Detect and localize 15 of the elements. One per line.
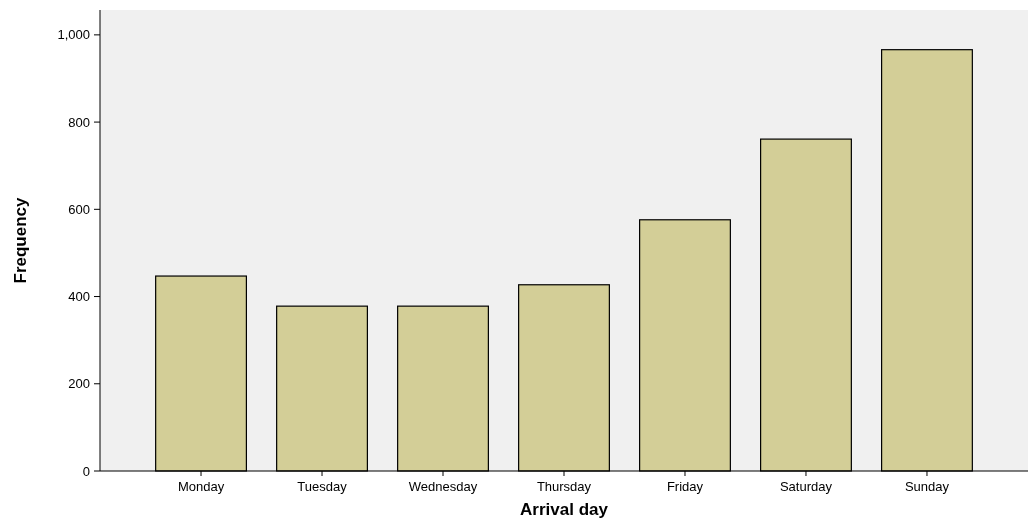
y-tick-label: 600 — [68, 201, 90, 217]
y-tick-label: 1,000 — [57, 27, 90, 43]
y-tick-label: 200 — [68, 376, 90, 392]
x-tick-label: Monday — [177, 479, 225, 494]
y-axis-title: Frequency — [11, 196, 30, 284]
y-tick-label: 0 — [82, 463, 90, 479]
x-tick-label: Thursday — [536, 479, 592, 494]
x-axis-title: Arrival day — [520, 500, 609, 519]
x-tick-label: Saturday — [779, 479, 833, 494]
y-tick-label: 400 — [68, 289, 90, 305]
x-tick-label: Tuesday — [297, 479, 348, 494]
x-tick-label: Friday — [666, 479, 704, 494]
x-tick-label: Wednesday — [408, 479, 478, 494]
x-tick-label: Sunday — [904, 479, 950, 494]
y-tick-label: 800 — [68, 114, 90, 130]
